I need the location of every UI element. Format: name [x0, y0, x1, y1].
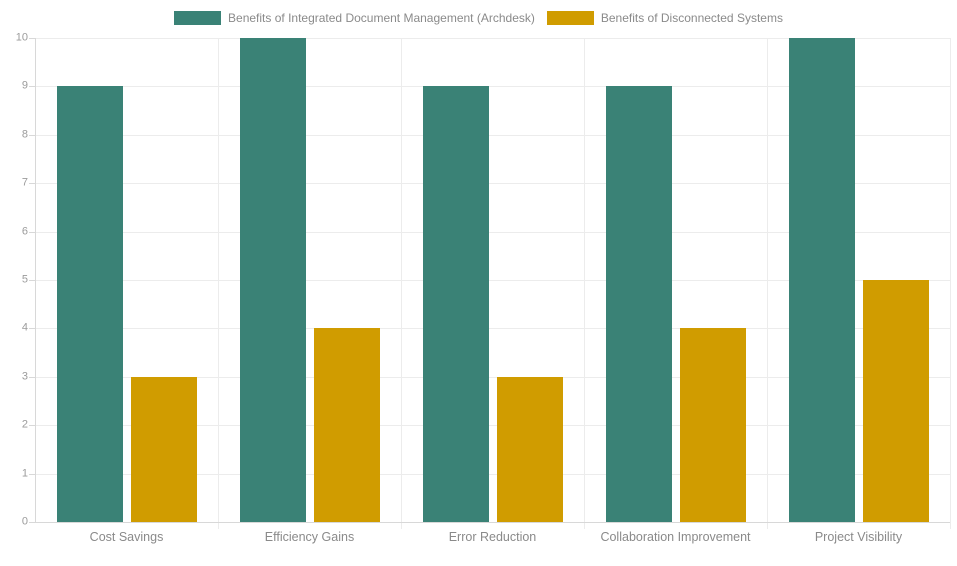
- gridline: [35, 183, 950, 185]
- x-axis: Cost Savings Efficiency Gains Error Reduct…: [35, 530, 950, 544]
- y-tick-label: 8: [21, 128, 28, 141]
- gridline: [218, 38, 219, 529]
- bar-group: [767, 38, 950, 522]
- y-tick-label: 2: [21, 418, 28, 431]
- axis-tick: [29, 38, 35, 39]
- y-tick-label: 10: [15, 31, 28, 44]
- axis-tick: [29, 134, 35, 136]
- x-axis-label: Cost Savings: [89, 530, 164, 544]
- x-axis-label: Efficiency Gains: [264, 530, 355, 544]
- gridline: [401, 38, 402, 529]
- gridline: [950, 38, 951, 529]
- gridline: [35, 280, 950, 281]
- bar: [239, 38, 306, 522]
- bar: [788, 38, 855, 522]
- bar: [679, 328, 746, 522]
- bar: [56, 86, 123, 522]
- axis-tick: [29, 328, 35, 330]
- bar-group: [584, 38, 767, 522]
- y-tick-label: 4: [21, 321, 28, 334]
- gridline: [35, 134, 950, 136]
- legend-item[interactable]: Benefits of Disconnected Systems: [546, 11, 783, 25]
- y-tick-label: 0: [21, 515, 28, 528]
- x-axis-label: Error Reduction: [448, 530, 537, 544]
- axis-tick: [29, 376, 35, 378]
- axis-tick: [29, 522, 35, 523]
- y-axis: 0 1 2 3 4 5 6 7 8 9 10: [0, 32, 28, 527]
- gridline: [35, 425, 950, 427]
- gridline: [767, 38, 768, 529]
- y-tick-label: 3: [21, 370, 28, 383]
- axis-tick: [29, 183, 35, 185]
- gridline: [35, 231, 950, 233]
- y-axis-line: [35, 38, 36, 522]
- gridline: [35, 522, 950, 523]
- x-axis-label: Project Visibility: [814, 530, 903, 544]
- bar-group: [218, 38, 401, 522]
- y-tick-label: 6: [21, 225, 28, 238]
- bars-layer: [35, 38, 950, 522]
- legend-swatch: [174, 11, 222, 25]
- y-tick-label: 5: [21, 273, 28, 286]
- legend-label: Benefits of Integrated Document Manageme…: [228, 11, 535, 25]
- bar-group: [35, 38, 218, 522]
- gridline: [35, 473, 950, 475]
- plot-area: [29, 38, 951, 529]
- axis-tick: [29, 86, 35, 88]
- gridline: [35, 86, 950, 88]
- axis-tick: [29, 280, 35, 281]
- bar: [862, 280, 929, 522]
- gridline: [584, 38, 585, 529]
- legend-swatch: [546, 11, 594, 25]
- y-tick-label: 9: [21, 79, 28, 92]
- bar-group: [401, 38, 584, 522]
- legend-item[interactable]: Benefits of Integrated Document Manageme…: [174, 11, 535, 25]
- bar: [130, 376, 197, 522]
- gridline: [35, 376, 950, 378]
- axis-tick: [29, 425, 35, 427]
- gridline: [35, 328, 950, 330]
- axis-tick: [29, 231, 35, 233]
- y-tick-label: 1: [21, 467, 28, 480]
- axis-tick: [29, 473, 35, 475]
- bar: [605, 86, 672, 522]
- chart-legend: Benefits of Integrated Document Manageme…: [0, 11, 957, 25]
- x-axis-label: Collaboration Improvement: [600, 530, 751, 544]
- gridline: [35, 38, 950, 39]
- legend-label: Benefits of Disconnected Systems: [600, 11, 783, 25]
- y-tick-label: 7: [21, 176, 28, 189]
- bar: [496, 376, 563, 522]
- bar: [422, 86, 489, 522]
- bar: [313, 328, 380, 522]
